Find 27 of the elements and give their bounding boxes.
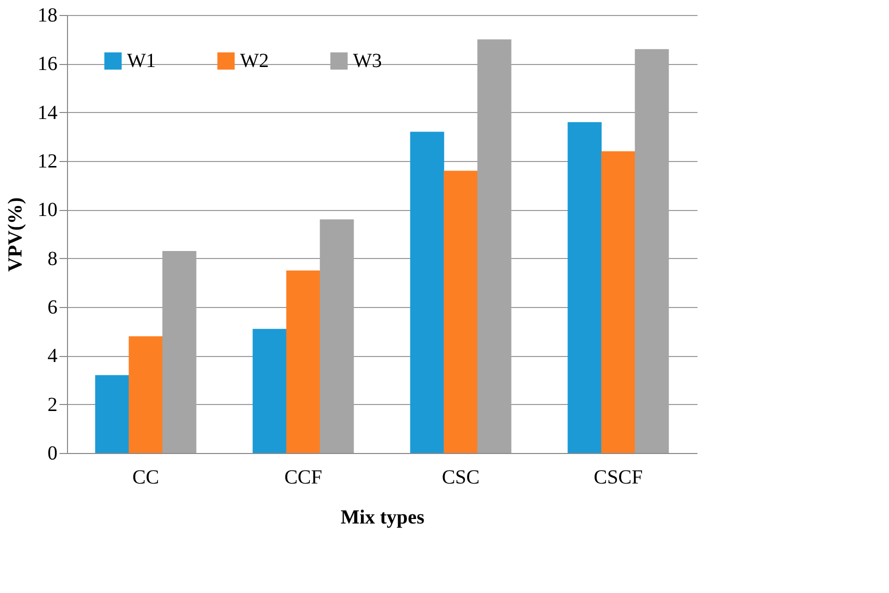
legend-label: W2 xyxy=(240,50,269,72)
y-tick-label: 12 xyxy=(38,150,58,172)
bar xyxy=(128,336,163,453)
y-tick-label: 18 xyxy=(38,4,58,26)
y-tick-label: 2 xyxy=(48,394,58,416)
x-tick-label: CCF xyxy=(284,466,322,488)
x-tick-label: CC xyxy=(132,466,160,488)
bar xyxy=(286,270,320,453)
legend-label: W1 xyxy=(127,50,156,72)
bar xyxy=(410,132,444,453)
y-axis-title: VPV(%) xyxy=(4,197,26,272)
y-tick-label: 0 xyxy=(48,442,58,464)
y-tick-label: 10 xyxy=(38,199,58,222)
bar xyxy=(444,170,478,453)
bar xyxy=(601,151,636,453)
y-tick-label: 6 xyxy=(48,296,58,318)
bar xyxy=(568,122,602,453)
y-tick-label: 8 xyxy=(48,248,58,270)
x-tick-label: CSC xyxy=(442,466,480,488)
y-tick-label: 16 xyxy=(38,53,58,76)
bar xyxy=(95,375,130,453)
x-tick-label: CSCF xyxy=(594,466,643,488)
bar xyxy=(252,328,287,453)
y-tick-label: 4 xyxy=(48,345,58,368)
x-axis-title: Mix types xyxy=(340,506,425,528)
y-tick-label: 14 xyxy=(38,102,58,124)
legend-label: W3 xyxy=(353,50,382,72)
